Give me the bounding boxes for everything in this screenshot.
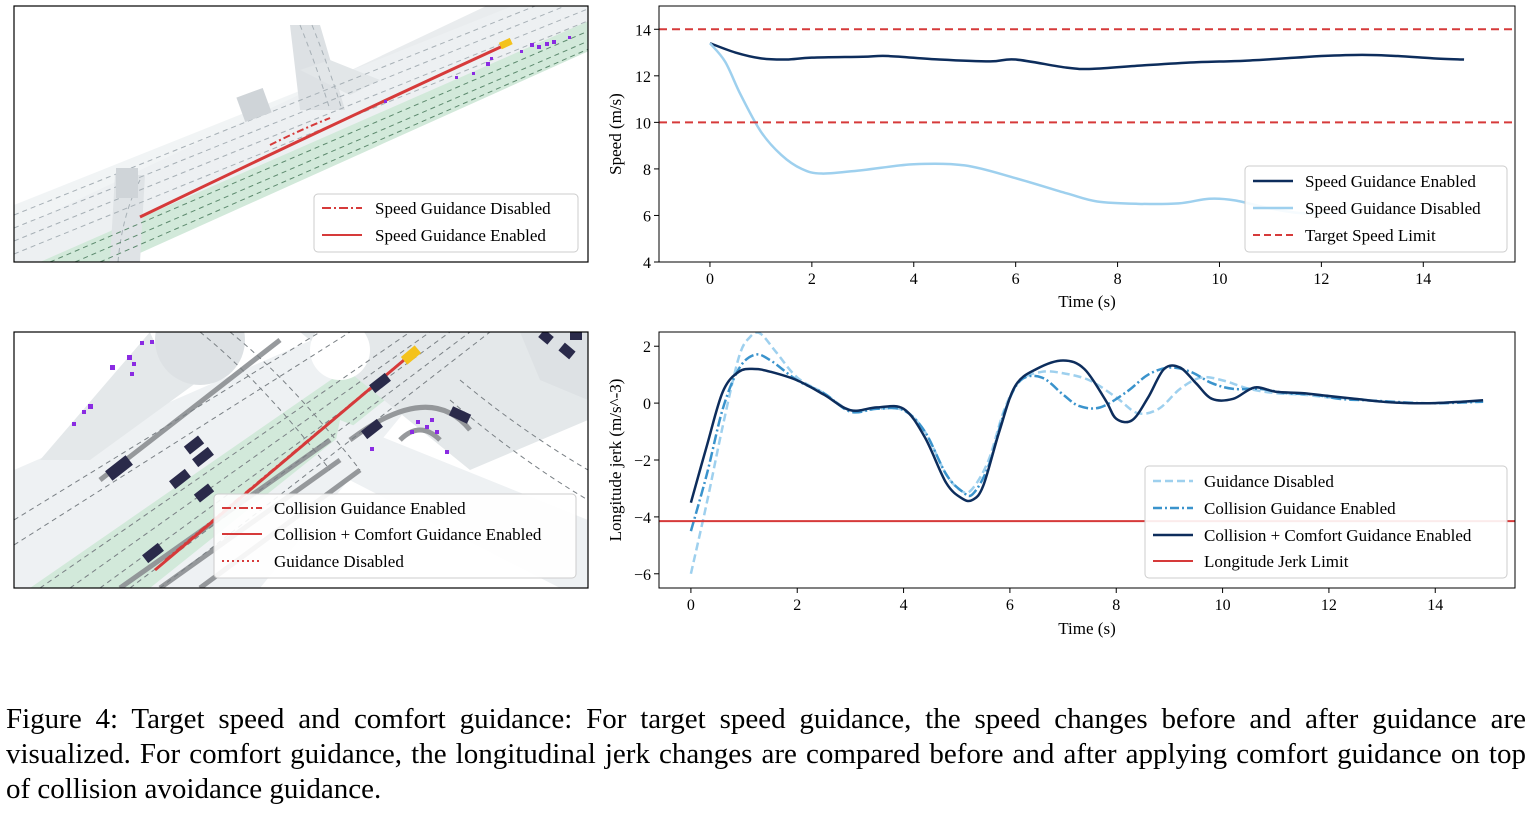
jerk-chart: 0 2 4 6 8 10 12 14 −6 −4 −2 0 2 Time (s) Longitude j… [606, 331, 1516, 638]
legend-label: Guidance Disabled [274, 552, 404, 571]
legend-label: Collision Guidance Enabled [1204, 499, 1396, 518]
speed-y-tick-label: 8 [643, 162, 651, 179]
legend-label: Speed Guidance Enabled [375, 226, 546, 245]
jerk-x-tick-label: 4 [900, 597, 908, 614]
speed-x-tick-label: 0 [706, 271, 714, 288]
legend-label: Collision Guidance Enabled [274, 499, 466, 518]
jerk-x-tick-label: 2 [793, 597, 801, 614]
speed-x-tick-label: 14 [1415, 271, 1431, 288]
legend-label: Guidance Disabled [1204, 472, 1334, 491]
jerk-series-guidance-disabled [689, 332, 1484, 575]
jerk-y-axis-label: Longitude jerk (m/s^-3) [606, 379, 625, 542]
legend-label: Target Speed Limit [1305, 226, 1436, 245]
jerk-legend: Guidance Disabled Collision Guidance Ena… [1144, 465, 1508, 579]
scene-top-legend: Speed Guidance Disabled Speed Guidance E… [313, 193, 579, 253]
speed-y-tick-label: 12 [635, 69, 651, 86]
figure-caption: Figure 4: Target speed and comfort guida… [6, 702, 1526, 807]
jerk-y-tick-label: −4 [634, 510, 651, 527]
speed-x-tick-label: 4 [910, 271, 918, 288]
jerk-series-collision-comfort-guidance-enabled [689, 359, 1484, 504]
jerk-x-tick-label: 6 [1006, 597, 1014, 614]
speed-x-tick-label: 10 [1211, 271, 1227, 288]
jerk-y-tick-label: 0 [643, 396, 651, 413]
speed-chart-frame [658, 5, 1516, 263]
speed-y-tick-label: 10 [635, 115, 651, 132]
legend-label: Speed Guidance Disabled [375, 199, 551, 218]
speed-x-tick-label: 12 [1313, 271, 1329, 288]
legend-label: Speed Guidance Enabled [1305, 172, 1476, 191]
legend-label: Collision + Comfort Guidance Enabled [274, 525, 542, 544]
speed-x-tick-label: 6 [1012, 271, 1020, 288]
legend-label: Speed Guidance Disabled [1305, 199, 1481, 218]
speed-legend: Speed Guidance Enabled Speed Guidance Di… [1244, 165, 1508, 253]
jerk-x-tick-label: 10 [1215, 597, 1231, 614]
speed-y-tick-label: 6 [643, 208, 651, 225]
figure-number: Figure 4: [6, 703, 119, 735]
speed-x-tick-label: 2 [808, 271, 816, 288]
speed-series-speed-guidance-enabled [709, 42, 1465, 71]
jerk-x-tick-label: 8 [1112, 597, 1120, 614]
jerk-x-tick-label: 12 [1321, 597, 1337, 614]
speed-y-tick-label: 4 [643, 255, 651, 272]
speed-x-axis-label: Time (s) [1058, 292, 1115, 311]
legend-label: Collision + Comfort Guidance Enabled [1204, 526, 1472, 545]
speed-y-tick-label: 14 [635, 22, 651, 39]
jerk-x-tick-label: 14 [1427, 597, 1443, 614]
jerk-y-tick-label: −6 [634, 567, 651, 584]
speed-chart: 0 2 4 6 8 10 12 14 4 6 8 10 12 14 Time (s) Speed (m/s… [606, 5, 1516, 311]
jerk-y-tick-label: 2 [643, 339, 651, 356]
jerk-y-tick-label: −2 [634, 453, 651, 470]
scene-top-map [13, 5, 589, 263]
caption-text: Target speed and comfort guidance: For t… [6, 703, 1526, 805]
legend-label: Longitude Jerk Limit [1204, 552, 1349, 571]
speed-y-axis-label: Speed (m/s) [606, 93, 625, 175]
scene-bottom-legend: Collision Guidance Enabled Collision + C… [213, 493, 577, 579]
speed-x-tick-label: 8 [1114, 271, 1122, 288]
jerk-x-tick-label: 0 [687, 597, 695, 614]
jerk-x-axis-label: Time (s) [1058, 619, 1115, 638]
